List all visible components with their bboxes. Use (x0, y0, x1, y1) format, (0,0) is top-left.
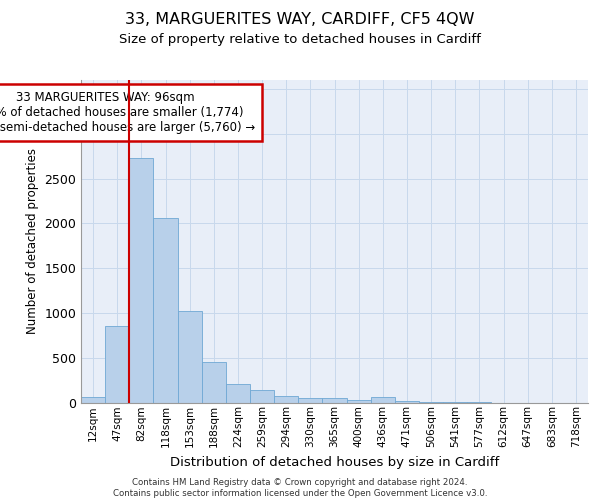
Bar (371, 397, 395, 402)
Bar (322, 398, 347, 402)
Bar (298, 398, 322, 402)
X-axis label: Distribution of detached houses by size in Cardiff: Distribution of detached houses by size … (170, 456, 499, 468)
Bar (129, 158, 154, 402)
Bar (178, 311, 202, 402)
Bar (105, 326, 129, 402)
Bar (395, 401, 419, 402)
Text: Contains HM Land Registry data © Crown copyright and database right 2024.
Contai: Contains HM Land Registry data © Crown c… (113, 478, 487, 498)
Bar (202, 362, 226, 403)
Bar (81, 397, 105, 402)
Text: 33 MARGUERITES WAY: 96sqm
← 23% of detached houses are smaller (1,774)
76% of se: 33 MARGUERITES WAY: 96sqm ← 23% of detac… (0, 90, 255, 134)
Bar (347, 400, 371, 402)
Bar (154, 218, 178, 402)
Bar (250, 390, 274, 402)
Y-axis label: Number of detached properties: Number of detached properties (26, 148, 39, 334)
Bar (274, 396, 298, 402)
Text: Size of property relative to detached houses in Cardiff: Size of property relative to detached ho… (119, 32, 481, 46)
Bar (226, 384, 250, 402)
Text: 33, MARGUERITES WAY, CARDIFF, CF5 4QW: 33, MARGUERITES WAY, CARDIFF, CF5 4QW (125, 12, 475, 28)
